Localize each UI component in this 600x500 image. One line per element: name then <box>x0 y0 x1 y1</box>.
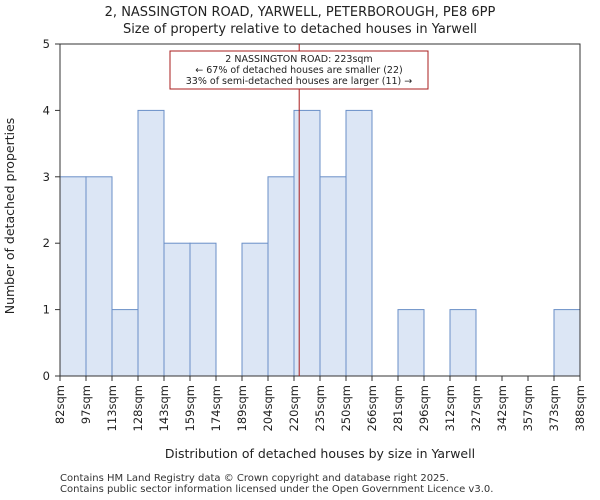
x-tick-label-327sqm: 327sqm <box>469 385 483 431</box>
x-tick-label-357sqm: 357sqm <box>521 385 535 431</box>
x-tick-label-235sqm: 235sqm <box>313 385 327 431</box>
bar-189sqm <box>241 242 269 377</box>
y-tick-label-1: 1 <box>43 303 50 317</box>
bar-373sqm <box>553 309 581 377</box>
annotation-line2: ← 67% of detached houses are smaller (22… <box>195 65 402 76</box>
x-tick-label-97sqm: 97sqm <box>79 385 93 424</box>
bar-204sqm <box>267 176 295 377</box>
y-tick-label-4: 4 <box>43 103 50 117</box>
chart-title-line1: 2, NASSINGTON ROAD, YARWELL, PETERBOROUG… <box>105 5 496 20</box>
bar-128sqm <box>137 109 165 377</box>
y-tick-label-0: 0 <box>43 369 50 383</box>
annotation-box: 2 NASSINGTON ROAD: 223sqm ← 67% of detac… <box>169 50 429 90</box>
x-tick-label-128sqm: 128sqm <box>131 385 145 431</box>
x-axis-ticks: 82sqm 97sqm 113sqm 128sqm 143sqm 159sqm 174sqm… <box>53 376 587 431</box>
histogram-chart: 2, NASSINGTON ROAD, YARWELL, PETERBOROUG… <box>2 5 587 461</box>
x-axis-label: Distribution of detached houses by size … <box>165 446 475 461</box>
bar-143sqm <box>163 242 191 377</box>
x-tick-label-312sqm: 312sqm <box>443 385 457 431</box>
x-tick-label-159sqm: 159sqm <box>183 385 197 431</box>
annotation-line1: 2 NASSINGTON ROAD: 223sqm <box>225 54 372 65</box>
annotation-line3: 33% of semi-detached houses are larger (… <box>186 76 413 87</box>
bar-235sqm <box>319 176 347 377</box>
x-tick-label-373sqm: 373sqm <box>547 385 561 431</box>
x-tick-label-281sqm: 281sqm <box>391 385 405 431</box>
bar-113sqm <box>111 309 139 377</box>
bars-group <box>59 109 581 377</box>
x-tick-label-266sqm: 266sqm <box>365 385 379 431</box>
bar-281sqm <box>397 309 425 377</box>
y-tick-label-3: 3 <box>43 170 50 184</box>
x-tick-label-204sqm: 204sqm <box>261 385 275 431</box>
chart-title-line2: Size of property relative to detached ho… <box>123 22 477 37</box>
x-tick-label-143sqm: 143sqm <box>157 385 171 431</box>
x-tick-label-388sqm: 388sqm <box>573 385 587 431</box>
bar-159sqm <box>189 242 217 377</box>
x-tick-label-189sqm: 189sqm <box>235 385 249 431</box>
bar-220sqm <box>293 109 321 377</box>
y-axis-ticks: 0 1 2 3 4 5 <box>43 37 60 383</box>
bar-97sqm <box>85 176 113 377</box>
x-tick-label-342sqm: 342sqm <box>495 385 509 431</box>
x-tick-label-220sqm: 220sqm <box>287 385 301 431</box>
bar-250sqm <box>345 109 373 377</box>
y-tick-label-2: 2 <box>43 236 50 250</box>
footer-line1: Contains HM Land Registry data © Crown c… <box>60 473 449 484</box>
y-tick-label-5: 5 <box>43 37 50 51</box>
x-tick-label-174sqm: 174sqm <box>209 385 223 431</box>
x-tick-label-82sqm: 82sqm <box>53 385 67 424</box>
x-tick-label-296sqm: 296sqm <box>417 385 431 431</box>
bar-312sqm <box>449 309 477 377</box>
bar-82sqm <box>59 176 87 377</box>
y-axis-label: Number of detached properties <box>2 118 17 315</box>
x-tick-label-113sqm: 113sqm <box>105 385 119 431</box>
footer-line2: Contains public sector information licen… <box>60 484 494 495</box>
x-tick-label-250sqm: 250sqm <box>339 385 353 431</box>
plot-frame <box>59 43 581 377</box>
